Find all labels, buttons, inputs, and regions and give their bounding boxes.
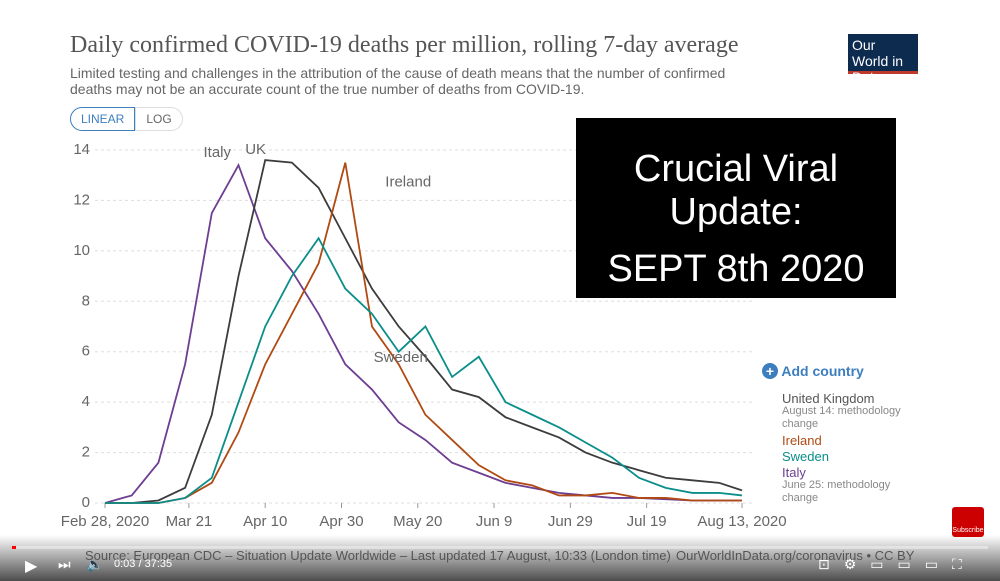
x-tick-label: Aug 13, 2020 [697, 513, 786, 530]
add-country-label: Add country [781, 363, 864, 379]
legend-note: June 25: methodology change [782, 479, 891, 504]
overlay-line: Crucial Viral Update: [633, 148, 839, 233]
x-tick-label: Apr 30 [319, 513, 363, 530]
overlay-line: SEPT 8th 2020 [607, 248, 865, 290]
legend-entry[interactable]: United Kingdom [782, 391, 875, 406]
x-tick-label: May 20 [393, 513, 442, 530]
series-line [105, 162, 742, 504]
add-country[interactable]: + Add country [762, 363, 864, 379]
player-bar [0, 535, 1000, 581]
legend: United Kingdom August 14: methodology cha… [782, 389, 922, 505]
x-tick-label: Jun 9 [476, 513, 513, 530]
chart-title: Daily confirmed COVID-19 deaths per mill… [70, 32, 739, 58]
overlay-box: Crucial Viral Update: SEPT 8th 2020 [576, 118, 896, 298]
url: OurWorldInData.org/coronavirus • CC BY [676, 548, 915, 563]
chart-subtitle: Limited testing and challenges in the at… [70, 65, 726, 97]
y-tick-label: 12 [73, 191, 90, 208]
series-label: Italy [204, 144, 232, 161]
legend-entry[interactable]: Italy [782, 465, 806, 480]
y-tick-label: 8 [82, 292, 90, 309]
y-tick-label: 0 [82, 494, 90, 511]
x-tick-label: Apr 10 [243, 513, 287, 530]
player-controls[interactable]: ⊡⚙▭▭▭⛶ [818, 556, 976, 572]
progress [12, 546, 16, 549]
y-tick-label: 2 [82, 444, 90, 461]
series-line [105, 159, 743, 504]
source: Source: European CDC – Situation Update … [85, 548, 671, 563]
time: 0:03 / 37:35 [114, 558, 173, 570]
logo: Our World in Data [848, 34, 918, 85]
y-tick-label: 10 [73, 242, 90, 259]
series-label: Sweden [374, 349, 428, 366]
legend-note: August 14: methodology change [782, 405, 901, 430]
x-tick-label: Feb 28, 2020 [61, 513, 149, 530]
play-button[interactable]: ▶ [25, 558, 38, 575]
x-tick-label: Jul 19 [627, 513, 667, 530]
x-tick-label: Jun 29 [548, 513, 593, 530]
next-button[interactable]: ⏭ [58, 556, 71, 572]
series-label: Ireland [385, 174, 431, 191]
subscribe-button[interactable]: Subscribe [952, 507, 984, 537]
legend-entry[interactable]: Sweden [782, 449, 829, 464]
volume-button[interactable]: 🔈 [86, 556, 104, 572]
progress-bar[interactable] [12, 546, 988, 549]
series-line [105, 236, 743, 504]
x-tick-label: Mar 21 [166, 513, 213, 530]
linear-button[interactable]: LINEAR [70, 107, 136, 131]
legend-entry[interactable]: Ireland [782, 433, 822, 448]
plot: 0 2 4 6 8 10 12 14 Feb 28, 2020 Mar 21 Apr 10 Apr 3… [61, 141, 787, 530]
y-tick-label: 14 [73, 141, 90, 158]
series-label: UK [245, 141, 266, 158]
scale-toggle: LINEAR LOG [70, 107, 183, 131]
plus-icon: + [762, 363, 778, 379]
y-tick-label: 4 [82, 393, 90, 410]
y-tick-label: 6 [82, 343, 90, 360]
log-button[interactable]: LOG [135, 107, 183, 131]
